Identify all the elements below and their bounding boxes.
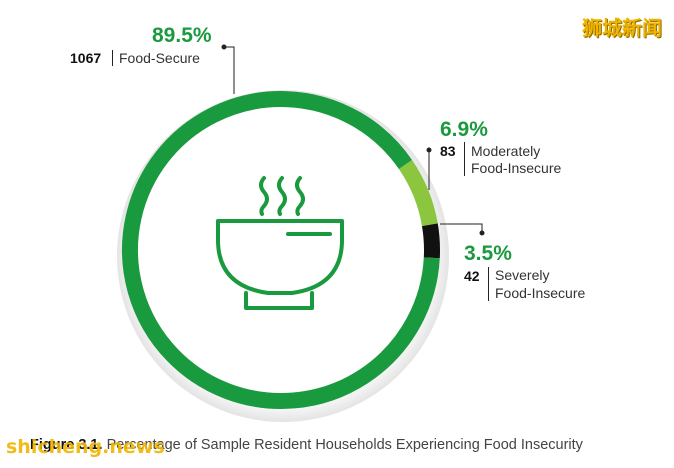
secure-percent: 89.5% [152,24,212,47]
severe-percent: 3.5% [464,242,512,265]
moderate-count: 83 [440,143,456,159]
severe-label-line1: Severely [495,267,550,283]
secure-separator [112,50,113,66]
donut-slices [122,91,440,409]
secure-count: 1067 [70,50,102,66]
leader-lines [221,44,485,236]
slice-food-secure [122,91,440,409]
figure-caption: Figure 3.1. Percentage of Sample Residen… [30,437,583,453]
moderate-separator [464,142,465,176]
moderate-percent: 6.9% [440,118,488,141]
slice-moderately-food-insecure [398,159,438,227]
watermark-logo-cn: 狮城新闻 [582,16,662,40]
moderate-label-line1: Moderately [471,143,541,159]
moderate-label-line2: Food-Insecure [471,160,562,176]
severe-separator [488,267,489,301]
watermark-logo-en: shicheng.news [6,436,165,458]
severe-count: 42 [464,268,480,284]
caption-bold: Figure 3.1. [30,437,103,453]
soup-bowl-icon [216,176,344,310]
slice-severely-food-insecure [421,223,440,259]
severe-label-line2: Food-Insecure [495,285,586,301]
secure-label: Food-Secure [119,50,200,66]
caption-text: Percentage of Sample Resident Households… [106,437,583,453]
ring-background [125,94,437,406]
